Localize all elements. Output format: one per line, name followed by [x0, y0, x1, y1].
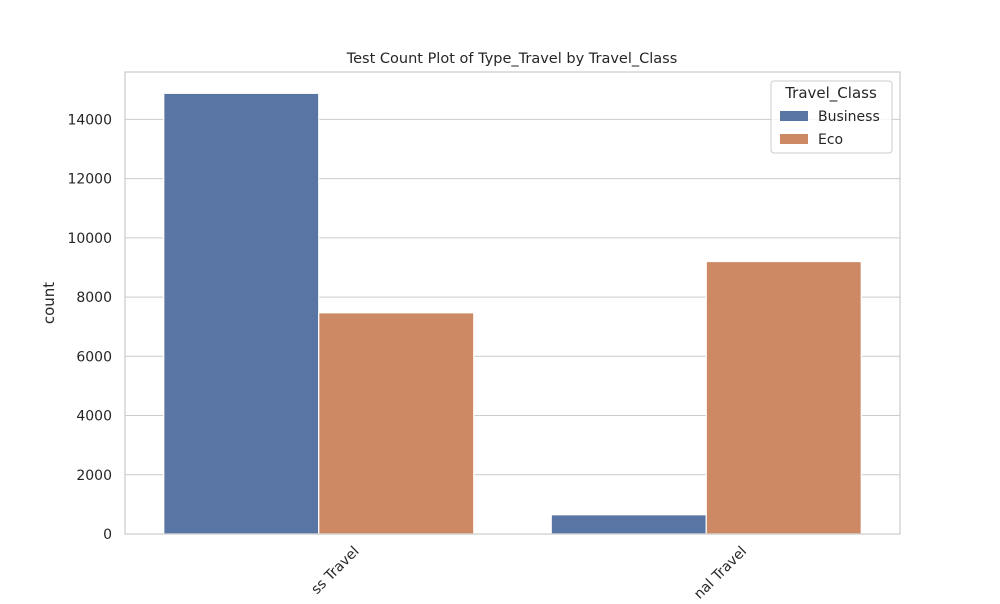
legend-swatch-eco	[780, 134, 808, 144]
y-tick-label: 2000	[76, 468, 112, 484]
chart-title: Test Count Plot of Type_Travel by Travel…	[346, 51, 678, 67]
legend-label-eco: Eco	[818, 132, 843, 148]
legend-swatch-business	[780, 111, 808, 121]
y-tick-label: 14000	[67, 112, 112, 128]
y-tick-label: 6000	[76, 349, 112, 365]
bar-business-1	[163, 92, 320, 535]
x-tick-label: nal Travel	[691, 544, 750, 600]
x-tick-label: ss Travel	[308, 544, 362, 598]
y-tick-label: 4000	[76, 409, 112, 425]
bar-business-2	[550, 514, 707, 535]
y-tick-label: 12000	[67, 172, 112, 188]
bar-eco-1	[318, 312, 475, 535]
y-axis-label: count	[40, 282, 58, 324]
y-tick-labels: 0 2000 4000 6000 8000 10000 12000 14000	[67, 112, 112, 543]
y-tick-label: 0	[103, 527, 112, 543]
legend-label-business: Business	[818, 109, 880, 125]
legend-items: Business Eco	[780, 109, 880, 148]
bars	[163, 92, 862, 535]
y-tick-label: 8000	[76, 290, 112, 306]
legend-title: Travel_Class	[784, 84, 877, 103]
plot-frame	[124, 71, 901, 535]
legend: Travel_Class Business Eco	[770, 80, 893, 154]
bar-eco-2	[705, 260, 862, 535]
x-tick-labels: ss Travel nal Travel	[308, 544, 750, 603]
y-tick-label: 10000	[67, 231, 112, 247]
